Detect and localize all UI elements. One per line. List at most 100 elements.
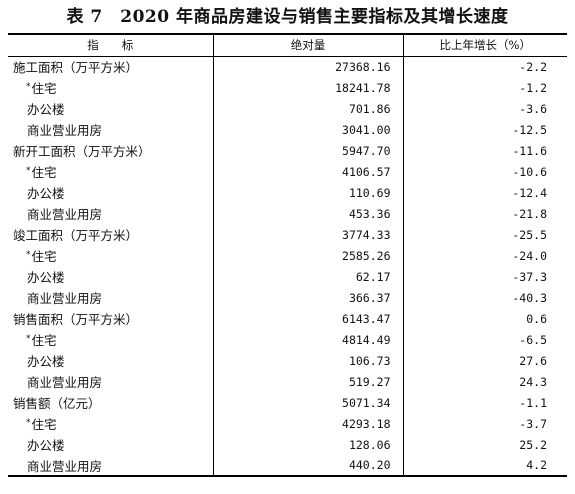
row-label-cell: 商业营业用房 (8, 455, 213, 477)
header-growth: 比上年增长（%） (402, 33, 567, 57)
row-label-cell: 商业营业用房 (8, 119, 213, 140)
footnote-star: * (26, 250, 31, 260)
header-absolute: 绝对量 (212, 33, 403, 57)
absolute-value: 27368.16 (212, 56, 403, 77)
absolute-value: 62.17 (212, 266, 403, 287)
absolute-value: 5947.70 (212, 140, 403, 161)
table-row: *住宅 2585.26 -24.0 (8, 245, 567, 266)
growth-value: -25.5 (402, 224, 567, 245)
growth-value: -2.2 (402, 56, 567, 77)
row-label-cell: *住宅 (8, 161, 213, 182)
absolute-value: 6143.47 (212, 308, 403, 329)
growth-value: -12.4 (402, 182, 567, 203)
growth-value: -6.5 (402, 329, 567, 350)
growth-value: -40.3 (402, 287, 567, 308)
row-label-cell: 销售面积（万平方米） (8, 308, 213, 329)
row-label-cell: 商业营业用房 (8, 371, 213, 392)
header-indicator: 指 标 (8, 33, 213, 57)
row-label: 施工面积（万平方米） (13, 60, 139, 76)
absolute-value: 18241.78 (212, 77, 403, 98)
row-label-cell: *住宅 (8, 77, 213, 98)
footnote-star: * (26, 166, 31, 176)
row-label-cell: 办公楼 (8, 98, 213, 119)
row-label-cell: 商业营业用房 (8, 287, 213, 308)
absolute-value: 440.20 (212, 455, 403, 477)
row-label-cell: *住宅 (8, 245, 213, 266)
row-label: 竣工面积（万平方米） (13, 228, 139, 243)
table-row: 新开工面积（万平方米） 5947.70 -11.6 (8, 140, 567, 161)
footnote-star: * (26, 418, 31, 428)
row-label-cell: *住宅 (8, 329, 213, 350)
growth-value: 25.2 (402, 434, 567, 455)
row-label: 办公楼 (27, 438, 65, 453)
table-body: 施工面积（万平方米） 27368.16 -2.2 *住宅 18241.78 -1.2 办公楼… (8, 56, 567, 477)
row-label-cell: 销售额（亿元） (8, 392, 213, 413)
table-row: *住宅 18241.78 -1.2 (8, 77, 567, 98)
row-label-cell: 办公楼 (8, 350, 213, 371)
growth-value: 24.3 (402, 371, 567, 392)
table-row: 竣工面积（万平方米） 3774.33 -25.5 (8, 224, 567, 245)
growth-value: -37.3 (402, 266, 567, 287)
table-row: 商业营业用房 519.27 24.3 (8, 371, 567, 392)
growth-value: -3.7 (402, 413, 567, 434)
table-row: 销售面积（万平方米） 6143.47 0.6 (8, 308, 567, 329)
row-label-cell: 施工面积（万平方米） (8, 56, 213, 77)
row-label: 住宅 (31, 249, 57, 264)
row-label-cell: *住宅 (8, 413, 213, 434)
row-label-cell: 办公楼 (8, 182, 213, 203)
row-label: 新开工面积（万平方米） (13, 144, 151, 159)
row-label-cell: 办公楼 (8, 266, 213, 287)
table-row: 销售额（亿元） 5071.34 -1.1 (8, 392, 567, 413)
absolute-value: 519.27 (212, 371, 403, 392)
row-label: 商业营业用房 (27, 375, 103, 390)
growth-value: -12.5 (402, 119, 567, 140)
row-label: 办公楼 (27, 270, 65, 285)
row-label: 商业营业用房 (27, 207, 103, 222)
table-title: 表 7 2020 年商品房建设与销售主要指标及其增长速度 (66, 7, 509, 27)
row-label-cell: 办公楼 (8, 434, 213, 455)
growth-value: -21.8 (402, 203, 567, 224)
footnote-star: * (26, 334, 31, 344)
table-row: 商业营业用房 3041.00 -12.5 (8, 119, 567, 140)
absolute-value: 453.36 (212, 203, 403, 224)
table-row: 办公楼 701.86 -3.6 (8, 98, 567, 119)
growth-value: -24.0 (402, 245, 567, 266)
growth-value: -11.6 (402, 140, 567, 161)
growth-value: -1.1 (402, 392, 567, 413)
absolute-value: 366.37 (212, 287, 403, 308)
table-row: 办公楼 128.06 25.2 (8, 434, 567, 455)
growth-value: -10.6 (402, 161, 567, 182)
table-row: 商业营业用房 366.37 -40.3 (8, 287, 567, 308)
absolute-value: 4293.18 (212, 413, 403, 434)
row-label-cell: 新开工面积（万平方米） (8, 140, 213, 161)
growth-value: 4.2 (402, 455, 567, 477)
absolute-value: 106.73 (212, 350, 403, 371)
absolute-value: 2585.26 (212, 245, 403, 266)
row-label: 住宅 (31, 333, 57, 348)
row-label: 住宅 (31, 165, 57, 180)
table-row: *住宅 4106.57 -10.6 (8, 161, 567, 182)
absolute-value: 128.06 (212, 434, 403, 455)
data-table: 指 标 绝对量 比上年增长（%） 施工面积（万平方米） 27368.16 -2.2 *… (8, 33, 567, 477)
row-label: 商业营业用房 (27, 291, 103, 306)
growth-value: 27.6 (402, 350, 567, 371)
growth-value: -3.6 (402, 98, 567, 119)
row-label: 商业营业用房 (27, 123, 103, 138)
table-row: 施工面积（万平方米） 27368.16 -2.2 (8, 56, 567, 77)
table-row: 办公楼 62.17 -37.3 (8, 266, 567, 287)
row-label: 住宅 (31, 417, 57, 432)
row-label: 销售额（亿元） (13, 396, 101, 411)
row-label: 商业营业用房 (27, 458, 103, 474)
growth-value: 0.6 (402, 308, 567, 329)
row-label: 办公楼 (27, 186, 65, 201)
table-row: 办公楼 110.69 -12.4 (8, 182, 567, 203)
row-label: 住宅 (31, 81, 57, 96)
row-label: 销售面积（万平方米） (13, 312, 139, 327)
absolute-value: 701.86 (212, 98, 403, 119)
row-label: 办公楼 (27, 102, 65, 117)
row-label: 办公楼 (27, 354, 65, 369)
absolute-value: 4106.57 (212, 161, 403, 182)
table-row: 商业营业用房 453.36 -21.8 (8, 203, 567, 224)
footnote-star: * (26, 82, 31, 92)
absolute-value: 3041.00 (212, 119, 403, 140)
